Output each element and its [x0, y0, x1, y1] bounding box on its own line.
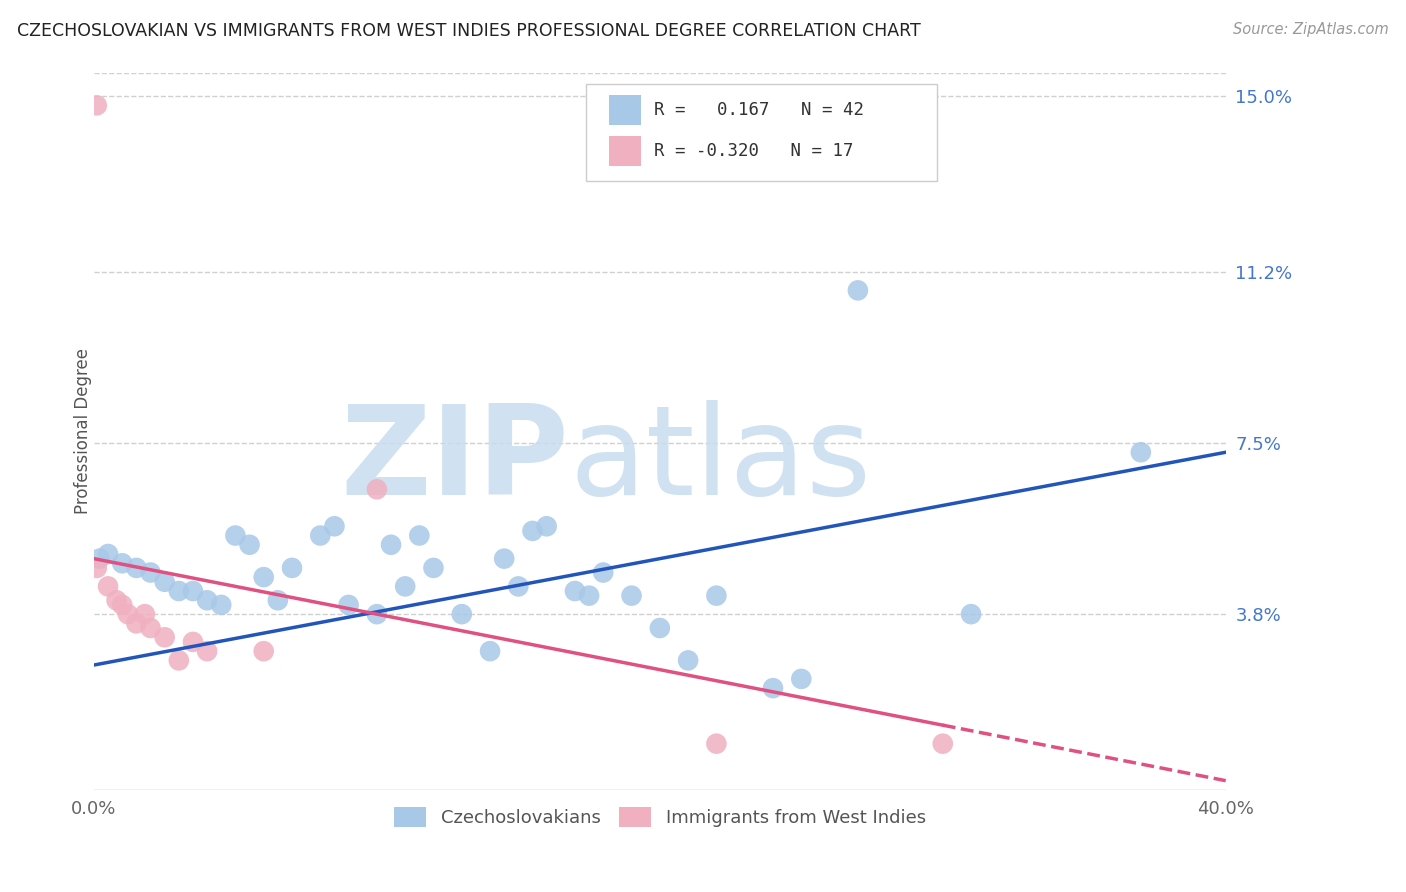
Point: [1129, 445, 1152, 459]
Point: [960, 607, 983, 622]
Text: R = -0.320   N = 17: R = -0.320 N = 17: [654, 142, 853, 161]
Point: [153, 574, 176, 589]
Point: [86, 561, 108, 575]
Point: [620, 589, 643, 603]
Point: [86, 98, 108, 112]
Point: [181, 584, 204, 599]
Point: [117, 607, 139, 622]
Point: [592, 566, 614, 580]
Point: [450, 607, 472, 622]
Point: [224, 528, 246, 542]
Point: [706, 589, 728, 603]
Point: [238, 538, 260, 552]
Text: ZIP: ZIP: [340, 400, 569, 521]
Point: [167, 584, 190, 599]
Point: [422, 561, 444, 575]
Point: [648, 121, 671, 136]
Point: [139, 566, 162, 580]
Point: [281, 561, 304, 575]
Point: [253, 570, 276, 584]
Point: [209, 598, 232, 612]
Point: [366, 483, 388, 497]
Point: [536, 519, 558, 533]
Point: [105, 593, 128, 607]
Point: [195, 593, 218, 607]
Point: [337, 598, 360, 612]
Point: [253, 644, 276, 658]
Point: [790, 672, 813, 686]
Point: [181, 635, 204, 649]
Text: CZECHOSLOVAKIAN VS IMMIGRANTS FROM WEST INDIES PROFESSIONAL DEGREE CORRELATION C: CZECHOSLOVAKIAN VS IMMIGRANTS FROM WEST …: [17, 22, 921, 40]
Point: [578, 589, 600, 603]
Legend: Czechoslovakians, Immigrants from West Indies: Czechoslovakians, Immigrants from West I…: [387, 799, 934, 835]
Point: [648, 621, 671, 635]
Point: [932, 737, 955, 751]
Point: [97, 579, 120, 593]
Text: Source: ZipAtlas.com: Source: ZipAtlas.com: [1233, 22, 1389, 37]
Point: [89, 551, 111, 566]
Point: [380, 538, 402, 552]
Point: [676, 653, 699, 667]
Point: [125, 561, 148, 575]
Point: [564, 584, 586, 599]
Point: [134, 607, 156, 622]
Point: [309, 528, 332, 542]
Point: [97, 547, 120, 561]
Point: [167, 653, 190, 667]
Bar: [609, 95, 641, 125]
Point: [111, 598, 134, 612]
Point: [195, 644, 218, 658]
Point: [323, 519, 346, 533]
Point: [508, 579, 530, 593]
Point: [267, 593, 290, 607]
Point: [366, 607, 388, 622]
Point: [479, 644, 502, 658]
Point: [494, 551, 516, 566]
Point: [153, 630, 176, 644]
Bar: [609, 136, 641, 166]
Point: [125, 616, 148, 631]
Point: [139, 621, 162, 635]
Point: [111, 556, 134, 570]
Point: [522, 524, 544, 538]
Point: [846, 284, 869, 298]
Text: R =   0.167   N = 42: R = 0.167 N = 42: [654, 101, 865, 119]
FancyBboxPatch shape: [586, 84, 938, 180]
Point: [762, 681, 785, 695]
Y-axis label: Professional Degree: Professional Degree: [75, 349, 91, 515]
Point: [408, 528, 430, 542]
Text: atlas: atlas: [569, 400, 872, 521]
Point: [394, 579, 416, 593]
Point: [706, 737, 728, 751]
